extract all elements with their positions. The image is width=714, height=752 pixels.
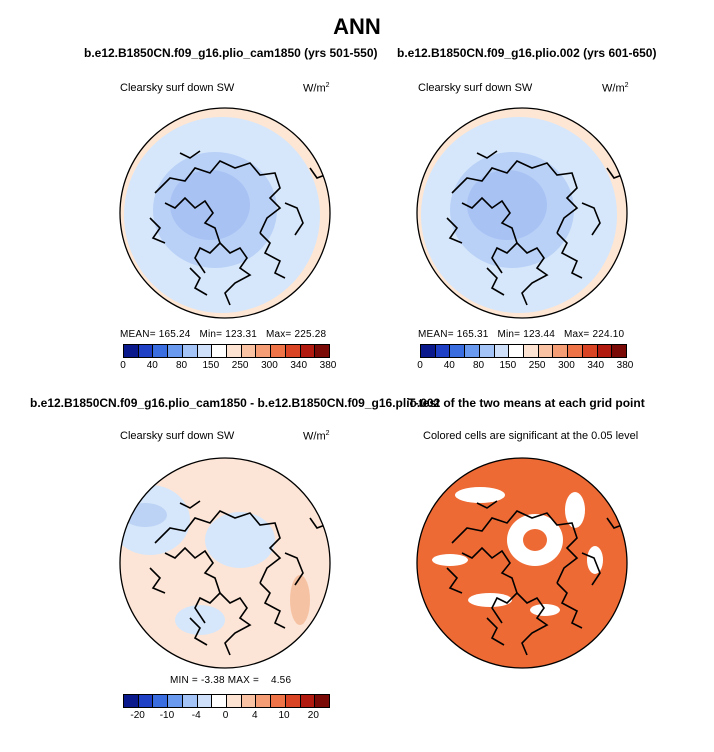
panel1-units: W/m2: [303, 82, 330, 95]
colorbar-swatch: [271, 345, 286, 357]
colorbar-tick-label: 0: [417, 360, 423, 371]
colorbar-swatch: [568, 345, 583, 357]
colorbar-tick-label: 250: [231, 360, 249, 371]
colorbar-tick-label: -20: [130, 710, 145, 721]
colorbar-tick-label: 300: [261, 360, 278, 371]
main-title: ANN: [333, 14, 381, 39]
colorbar-swatch: [138, 695, 154, 707]
colorbar-swatch: [256, 345, 272, 357]
colorbar-tick-label: 300: [558, 360, 575, 371]
colorbar-swatch: [450, 345, 466, 357]
colorbar-panel1: [123, 344, 330, 358]
colorbar-tick-label: 250: [528, 360, 546, 371]
colorbar-tick-label: 4: [252, 710, 258, 721]
colorbar-panel3: [123, 694, 330, 708]
colorbar-swatch: [538, 345, 554, 357]
colorbar-swatch: [182, 345, 198, 357]
panel2-map: [416, 107, 628, 319]
colorbar-swatch: [197, 345, 213, 357]
colorbar-tick-label: 10: [278, 710, 290, 721]
colorbar-swatch: [212, 695, 228, 707]
colorbar-tick-label: 80: [176, 360, 188, 371]
colorbar-swatch: [524, 345, 539, 357]
panel3-case-title: b.e12.B1850CN.f09_g16.plio_cam1850 - b.e…: [30, 396, 441, 410]
panel2-case-title: b.e12.B1850CN.f09_g16.plio.002 (yrs 601-…: [397, 46, 657, 60]
colorbar-tick-label: 80: [473, 360, 485, 371]
colorbar-swatch: [271, 695, 286, 707]
colorbar-swatch: [285, 695, 301, 707]
colorbar-swatch: [227, 695, 242, 707]
panel1-case-title: b.e12.B1850CN.f09_g16.plio_cam1850 (yrs …: [84, 46, 378, 60]
colorbar-swatch: [421, 345, 436, 357]
panel4-case-title: T-test of the two means at each grid poi…: [408, 396, 645, 410]
panel3-variable-label: Clearsky surf down SW: [120, 430, 235, 442]
colorbar-swatch: [241, 345, 257, 357]
colorbar-tick-label: 150: [499, 360, 517, 371]
colorbar-swatch: [509, 345, 525, 357]
colorbar-panel3-ticks: -20 -10 -4 0 4 10 20: [123, 710, 328, 724]
colorbar-panel2: [420, 344, 627, 358]
colorbar-swatch: [494, 345, 510, 357]
panel1-stats: MEAN= 165.24 Min= 123.31 Max= 225.28: [120, 329, 327, 340]
colorbar-swatch: [124, 695, 139, 707]
colorbar-tick-label: 40: [443, 360, 455, 371]
colorbar-swatch: [124, 345, 139, 357]
panel2-stats: MEAN= 165.31 Min= 123.44 Max= 224.10: [418, 329, 625, 340]
colorbar-swatch: [168, 695, 183, 707]
panel1-map: [119, 107, 331, 319]
colorbar-swatch: [479, 345, 495, 357]
colorbar-tick-label: 380: [616, 360, 634, 371]
colorbar-swatch: [138, 345, 154, 357]
colorbar-swatch: [597, 345, 613, 357]
colorbar-swatch: [582, 345, 598, 357]
colorbar-tick-label: 380: [319, 360, 337, 371]
panel3-map: [119, 457, 331, 669]
colorbar-swatch: [465, 345, 480, 357]
colorbar-swatch: [300, 345, 316, 357]
colorbar-tick-label: -10: [159, 710, 175, 721]
colorbar-tick-label: 150: [202, 360, 220, 371]
colorbar-tick-label: 340: [587, 360, 605, 371]
panel3-stats: MIN = -3.38 MAX = 4.56: [170, 675, 292, 686]
colorbar-panel1-ticks: 0 40 80 150 250 300 340 380: [120, 360, 336, 374]
colorbar-tick-label: 20: [307, 710, 319, 721]
colorbar-swatch: [212, 345, 228, 357]
colorbar-swatch: [300, 695, 316, 707]
colorbar-swatch: [612, 345, 627, 357]
colorbar-tick-label: 0: [222, 710, 229, 721]
colorbar-swatch: [256, 695, 272, 707]
colorbar-tick-label: 340: [290, 360, 308, 371]
colorbar-swatch: [553, 345, 569, 357]
colorbar-swatch: [153, 345, 169, 357]
colorbar-swatch: [285, 345, 301, 357]
colorbar-swatch: [315, 345, 330, 357]
colorbar-swatch: [435, 345, 451, 357]
colorbar-swatch: [153, 695, 169, 707]
panel4-note: Colored cells are significant at the 0.0…: [423, 430, 639, 442]
colorbar-swatch: [197, 695, 213, 707]
panel2-units: W/m2: [602, 82, 629, 95]
colorbar-swatch: [182, 695, 198, 707]
colorbar-swatch: [168, 345, 183, 357]
colorbar-tick-label: -4: [191, 710, 201, 721]
colorbar-swatch: [241, 695, 257, 707]
panel4-map: [416, 457, 628, 669]
panel2-variable-label: Clearsky surf down SW: [418, 82, 533, 94]
colorbar-panel2-ticks: 0 40 80 150 250 300 340 380: [417, 360, 633, 374]
colorbar-swatch: [227, 345, 242, 357]
colorbar-swatch: [315, 695, 330, 707]
colorbar-tick-label: 0: [120, 360, 126, 371]
panel1-variable-label: Clearsky surf down SW: [120, 82, 235, 94]
colorbar-tick-label: 40: [146, 360, 158, 371]
panel3-units: W/m2: [303, 430, 330, 443]
